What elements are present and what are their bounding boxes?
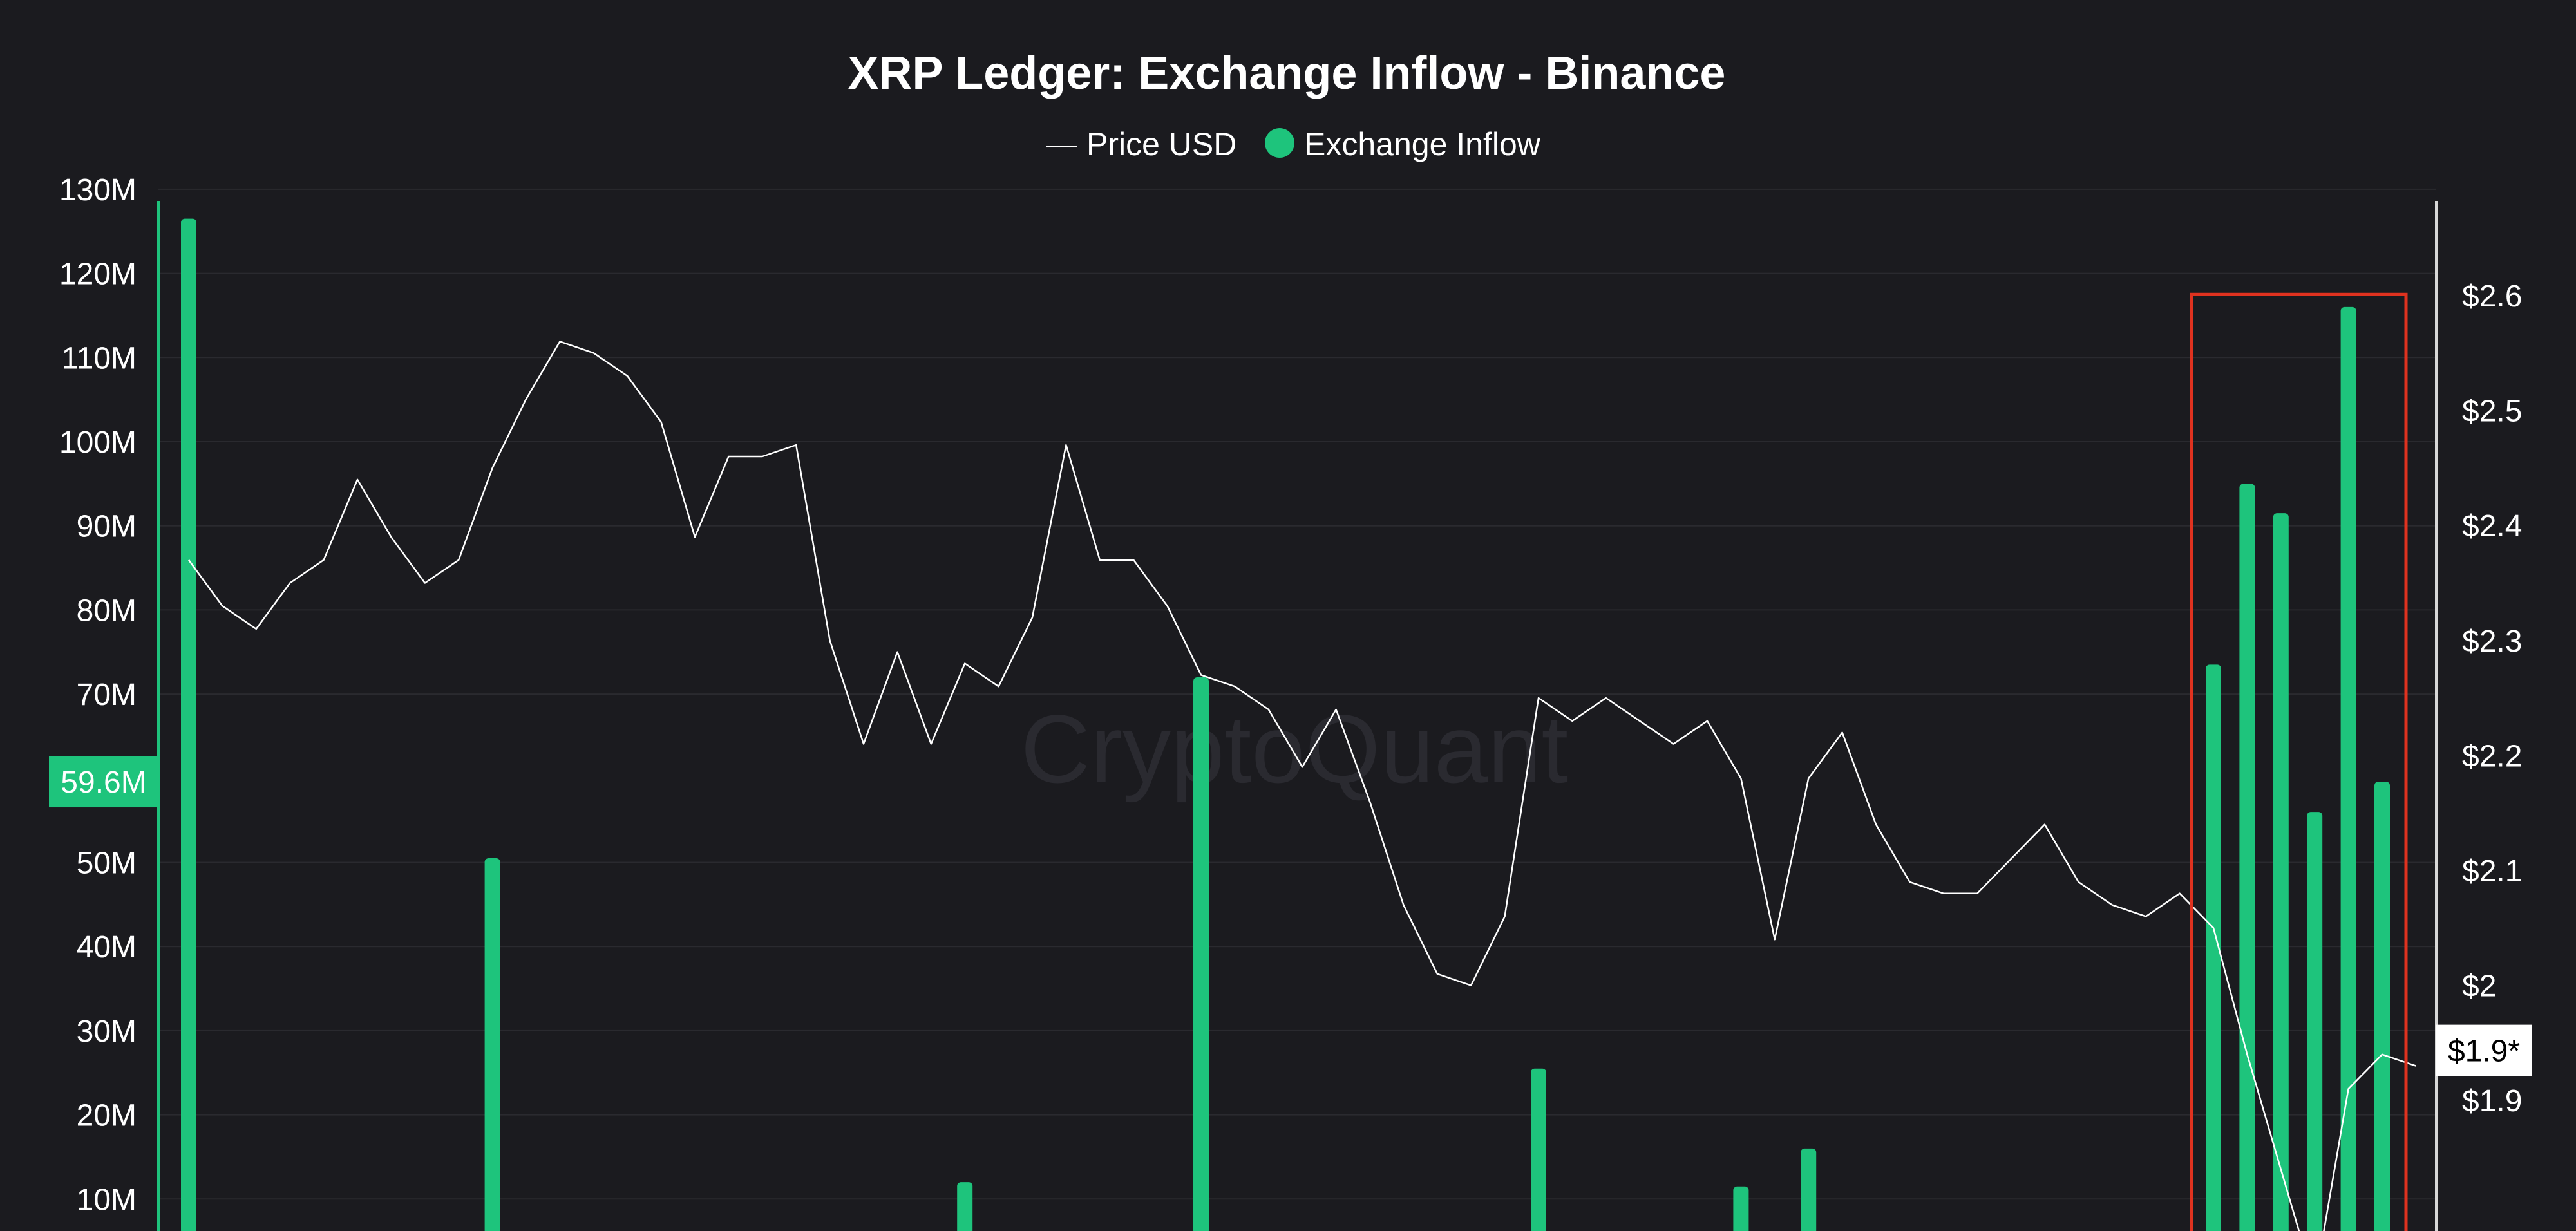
inflow-bar	[2239, 484, 2255, 1231]
legend-inflow-label[interactable]: Exchange Inflow	[1304, 126, 1541, 162]
left-tick-label: 100M	[59, 426, 137, 460]
left-tick-label: 70M	[77, 678, 137, 712]
inflow-bar	[2374, 782, 2390, 1231]
left-tick-label: 90M	[77, 510, 137, 544]
left-axis-ticks: 130M 120M 110M 100M 90M 80M 70M 50M 40M 30M 20M 10M	[59, 173, 137, 1217]
right-tick-label: $2.6	[2462, 279, 2522, 314]
right-value-badge-text: $1.9*	[2448, 1035, 2520, 1069]
right-tick-label: $2.5	[2462, 395, 2522, 429]
legend-price-label[interactable]: Price USD	[1086, 126, 1236, 162]
right-tick-label: $2.1	[2462, 854, 2522, 888]
inflow-bar	[1801, 1148, 1817, 1231]
left-tick-label: 120M	[59, 258, 137, 292]
left-value-badge-bg	[49, 756, 158, 808]
left-value-badge-text: 59.6M	[61, 766, 146, 800]
right-tick-label: $2	[2462, 970, 2496, 1004]
inflow-bar	[2307, 812, 2323, 1231]
inflow-bar	[1193, 677, 1209, 1231]
watermark: CryptoQuant	[1021, 695, 1568, 803]
inflow-bars	[181, 218, 2390, 1231]
left-tick-label: 10M	[77, 1183, 137, 1217]
inflow-bar	[1733, 1186, 1749, 1231]
left-tick-label: 30M	[77, 1015, 137, 1049]
highlight-box	[2190, 292, 2408, 1231]
price-line	[187, 341, 2416, 1231]
right-tick-label: $2.4	[2462, 509, 2522, 543]
left-tick-label: 20M	[77, 1099, 137, 1133]
right-tick-label: $1.9	[2462, 1084, 2522, 1118]
left-tick-label: 40M	[77, 930, 137, 964]
inflow-bar	[1531, 1068, 1546, 1231]
chart-title: XRP Ledger: Exchange Inflow - Binance	[848, 48, 1726, 99]
inflow-bar	[484, 858, 500, 1231]
right-tick-label: $2.2	[2462, 739, 2522, 773]
right-value-badge: $1.9*	[2436, 1024, 2532, 1076]
inflow-bar	[181, 218, 196, 1231]
left-value-badge: 59.6M	[49, 756, 158, 808]
inflow-bar	[2273, 513, 2289, 1231]
left-tick-label: 110M	[61, 341, 137, 375]
right-value-badge-bg	[2436, 1024, 2532, 1076]
left-tick-label: 50M	[77, 847, 137, 881]
left-tick-label: 80M	[77, 594, 137, 628]
inflow-bar	[957, 1182, 973, 1231]
inflow-bar	[2206, 664, 2221, 1231]
left-tick-label: 130M	[59, 173, 137, 207]
inflow-bar	[2340, 306, 2356, 1231]
right-axis-ticks: $2.6 $2.5 $2.4 $2.3 $2.2 $2.1 $2 $1.9	[2462, 279, 2522, 1118]
grid	[158, 188, 2436, 1200]
legend[interactable]: Price USD Exchange Inflow	[1046, 126, 1541, 162]
right-tick-label: $2.3	[2462, 625, 2522, 659]
legend-inflow-swatch	[1265, 128, 1294, 158]
